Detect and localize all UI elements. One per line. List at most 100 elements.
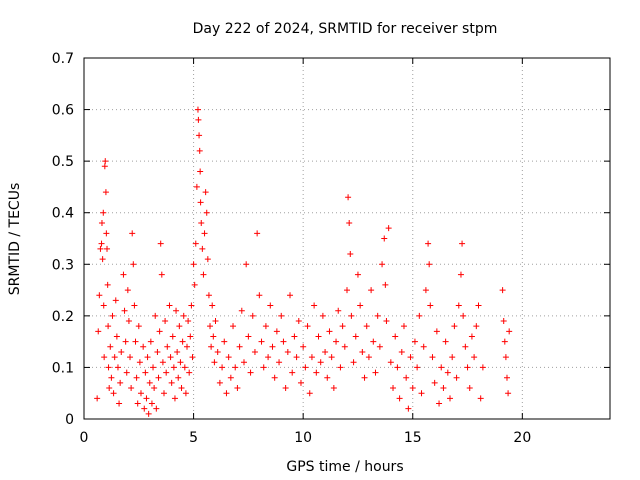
y-tick-label: 0.6: [52, 103, 74, 119]
data-point: [276, 359, 283, 366]
data-point: [337, 364, 344, 371]
data-point: [400, 323, 407, 330]
data-point: [425, 240, 432, 247]
data-point: [102, 189, 109, 196]
data-point: [354, 271, 361, 278]
data-point: [473, 323, 480, 330]
data-point: [120, 271, 127, 278]
data-point: [177, 359, 184, 366]
data-point: [396, 395, 403, 402]
data-point: [102, 158, 109, 165]
data-point: [118, 348, 125, 355]
data-point: [189, 354, 196, 361]
data-point: [101, 354, 108, 361]
data-point: [372, 369, 379, 376]
data-point: [273, 328, 280, 335]
data-point: [187, 333, 194, 340]
data-point: [195, 116, 202, 123]
data-point: [130, 261, 137, 268]
data-point: [156, 328, 163, 335]
data-point: [352, 333, 359, 340]
data-point: [282, 385, 289, 392]
data-point: [150, 364, 157, 371]
data-point: [109, 312, 116, 319]
data-point: [405, 405, 412, 412]
data-point: [105, 323, 112, 330]
data-point: [265, 354, 272, 361]
data-point: [106, 385, 113, 392]
data-point: [300, 343, 307, 350]
data-point: [185, 318, 192, 325]
data-point: [122, 338, 129, 345]
data-point: [243, 261, 250, 268]
data-point: [190, 261, 197, 268]
data-point: [197, 199, 204, 206]
data-point: [203, 209, 210, 216]
data-point: [192, 240, 199, 247]
data-point: [216, 379, 223, 386]
data-point: [95, 328, 102, 335]
data-point: [347, 250, 354, 257]
data-point: [181, 364, 188, 371]
axis-ticks: 0 0.1 0.2 0.3 0.4 0.5 0.6 0.7 0 5 10 15 20: [52, 51, 610, 446]
data-point: [479, 364, 486, 371]
data-point: [247, 369, 254, 376]
data-point: [254, 230, 261, 237]
data-point: [137, 390, 144, 397]
data-point: [107, 343, 114, 350]
data-point: [188, 302, 195, 309]
data-point: [251, 348, 258, 355]
data-point: [105, 364, 112, 371]
data-point: [170, 364, 177, 371]
data-point: [416, 312, 423, 319]
data-point: [212, 318, 219, 325]
data-point: [205, 292, 212, 299]
data-point: [333, 338, 340, 345]
data-point: [394, 364, 401, 371]
data-point: [180, 312, 187, 319]
data-point: [453, 374, 460, 381]
data-point: [162, 318, 169, 325]
data-point: [503, 374, 510, 381]
data-point: [99, 256, 106, 263]
data-point: [155, 374, 162, 381]
data-point: [211, 359, 218, 366]
data-point: [184, 343, 191, 350]
data-point: [390, 385, 397, 392]
data-point: [370, 338, 377, 345]
data-point: [313, 369, 320, 376]
data-point: [136, 359, 143, 366]
data-point: [385, 225, 392, 232]
data-point: [501, 338, 508, 345]
data-point: [436, 400, 443, 407]
y-tick-label: 0: [65, 412, 74, 428]
data-point: [176, 323, 183, 330]
data-point: [167, 354, 174, 361]
data-point: [198, 220, 205, 227]
data-point: [383, 318, 390, 325]
data-point: [97, 245, 104, 252]
data-point: [129, 230, 136, 237]
data-point: [182, 390, 189, 397]
x-axis-label: GPS time / hours: [286, 459, 403, 475]
data-point: [171, 395, 178, 402]
data-point: [101, 163, 108, 170]
data-point: [471, 354, 478, 361]
data-point: [168, 379, 175, 386]
data-point: [267, 302, 274, 309]
data-point: [330, 385, 337, 392]
data-point: [169, 333, 176, 340]
data-point: [145, 410, 152, 417]
data-point: [104, 245, 111, 252]
data-point: [197, 168, 204, 175]
data-point: [308, 354, 315, 361]
data-point: [368, 287, 375, 294]
data-point: [200, 271, 207, 278]
data-point: [147, 338, 154, 345]
data-point: [207, 323, 214, 330]
data-point: [96, 292, 103, 299]
data-point: [199, 245, 206, 252]
data-point: [302, 364, 309, 371]
data-point: [240, 359, 247, 366]
